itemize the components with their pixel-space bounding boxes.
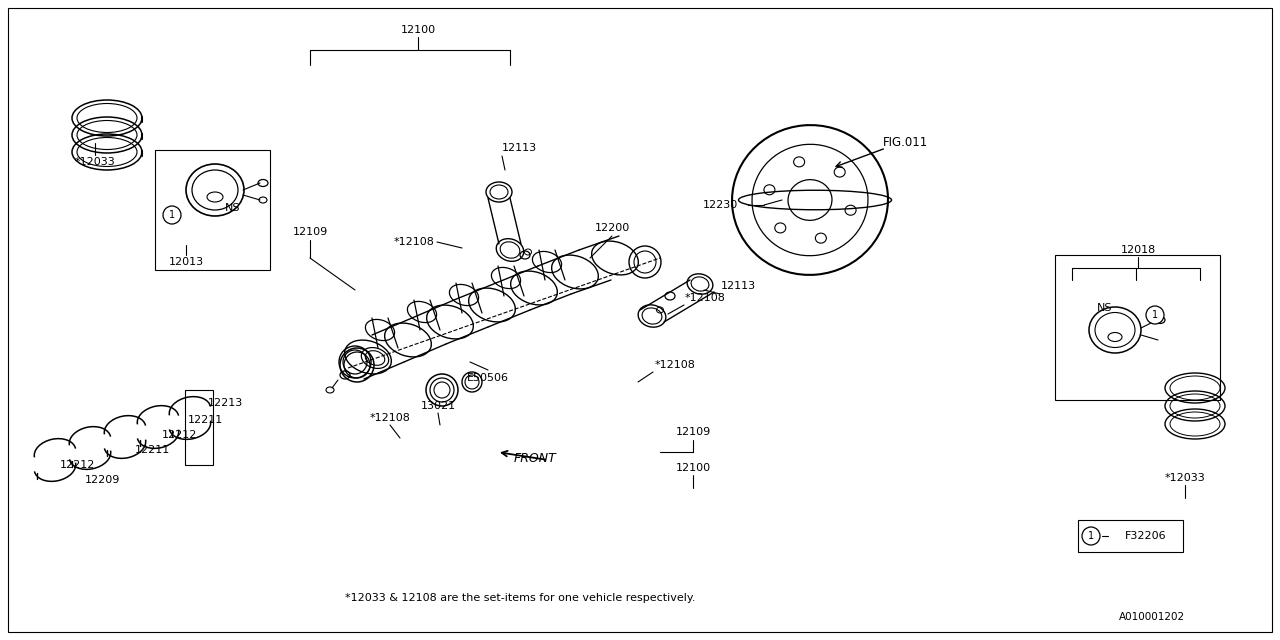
Bar	[1055, 255, 1220, 400]
Text: 13021: 13021	[420, 401, 456, 411]
Text: *12033 & 12108 are the set-items for one vehicle respectively.: *12033 & 12108 are the set-items for one…	[344, 593, 695, 603]
Circle shape	[163, 206, 180, 224]
Text: 12109: 12109	[292, 227, 328, 237]
Text: 12209: 12209	[84, 475, 120, 485]
Bar	[186, 390, 212, 465]
Text: *12033: *12033	[1165, 473, 1206, 483]
Bar	[1078, 520, 1183, 552]
Text: *12033: *12033	[74, 157, 115, 167]
Text: 1: 1	[169, 210, 175, 220]
Text: FRONT: FRONT	[513, 451, 557, 465]
Text: 12113: 12113	[502, 143, 538, 153]
Text: FIG.011: FIG.011	[882, 136, 928, 148]
Text: 12100: 12100	[401, 25, 435, 35]
Text: 12200: 12200	[594, 223, 630, 233]
Text: *12108: *12108	[394, 237, 435, 247]
Text: 1: 1	[1152, 310, 1158, 320]
Text: 12211: 12211	[188, 415, 223, 425]
Text: *12108: *12108	[685, 293, 726, 303]
Text: 12113: 12113	[721, 281, 755, 291]
Text: A010001202: A010001202	[1119, 612, 1185, 622]
Text: 12109: 12109	[676, 427, 710, 437]
Circle shape	[1146, 306, 1164, 324]
Text: NS: NS	[225, 203, 241, 213]
Text: 12018: 12018	[1120, 245, 1156, 255]
Text: 12013: 12013	[169, 257, 204, 267]
Text: 12212: 12212	[60, 460, 96, 470]
Text: 12212: 12212	[163, 430, 197, 440]
Text: 12211: 12211	[134, 445, 170, 455]
Text: 12100: 12100	[676, 463, 710, 473]
Text: 1: 1	[1088, 531, 1094, 541]
Text: 12230: 12230	[703, 200, 737, 210]
Text: *12108: *12108	[370, 413, 411, 423]
Text: NS: NS	[1097, 303, 1112, 313]
Circle shape	[1082, 527, 1100, 545]
Text: F32206: F32206	[1125, 531, 1167, 541]
Text: E50506: E50506	[467, 373, 509, 383]
Text: *12108: *12108	[655, 360, 696, 370]
Text: 12213: 12213	[207, 398, 243, 408]
Bar	[155, 150, 270, 270]
